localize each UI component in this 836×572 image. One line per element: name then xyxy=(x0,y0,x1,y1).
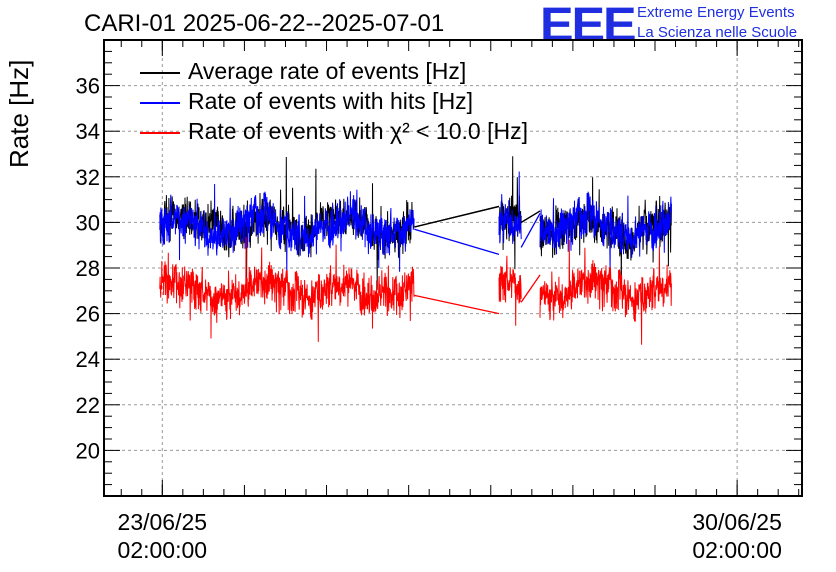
y-tick-label: 30 xyxy=(76,210,100,235)
eee-logo-mark: EEE xyxy=(540,0,637,52)
average-gap-link xyxy=(414,205,500,228)
series-segment xyxy=(539,239,672,345)
series-segment xyxy=(159,236,415,342)
legend-label-chi2: Rate of events with χ² < 10.0 [Hz] xyxy=(188,118,528,144)
legend-swatch-hits xyxy=(140,102,180,104)
y-tick-label: 36 xyxy=(76,74,100,99)
y-tick-label: 28 xyxy=(76,256,100,281)
x-tick-date: 23/06/25 xyxy=(117,509,208,535)
series-2 xyxy=(159,236,672,345)
y-tick-label: 34 xyxy=(76,119,100,144)
average-gap-link xyxy=(520,210,541,223)
axis-ticks: 20 22 24 26 28 30 32 34 36 xyxy=(76,40,802,496)
series-layer xyxy=(159,156,672,345)
series-gap-link xyxy=(520,274,541,303)
chart-title: CARI-01 2025-06-22--2025-07-01 xyxy=(84,10,445,37)
y-tick-label: 20 xyxy=(76,438,100,463)
series-gap-link xyxy=(414,294,500,315)
series-1 xyxy=(159,171,672,279)
y-tick-label: 24 xyxy=(76,347,100,372)
series-gap-link xyxy=(414,228,500,255)
legend-swatch-average xyxy=(140,72,180,74)
eee-logo-line-2: La Scienza nelle Scuole xyxy=(637,24,798,41)
series-gap-link xyxy=(520,212,541,248)
series-segment xyxy=(498,255,522,326)
series-segment xyxy=(498,171,522,244)
eee-logo-line-1: Extreme Energy Events xyxy=(637,4,795,21)
y-tick-label: 32 xyxy=(76,165,100,190)
x-tick-date: 30/06/25 xyxy=(692,509,782,535)
legend-label-hits: Rate of events with hits [Hz] xyxy=(188,88,474,114)
legend-label-average: Average rate of events [Hz] xyxy=(188,58,467,84)
series-segment xyxy=(539,191,672,276)
legend-swatch-chi2 xyxy=(140,132,180,134)
series-segment xyxy=(159,183,415,279)
y-tick-label: 22 xyxy=(76,393,100,418)
x-tick-time: 02:00:00 xyxy=(692,537,782,563)
x-tick-time: 02:00:00 xyxy=(117,537,208,563)
x-tick-label: 23/06/25 02:00:00 xyxy=(82,508,242,564)
x-tick-label: 30/06/25 02:00:00 xyxy=(657,508,817,564)
y-tick-label: 26 xyxy=(76,302,100,327)
